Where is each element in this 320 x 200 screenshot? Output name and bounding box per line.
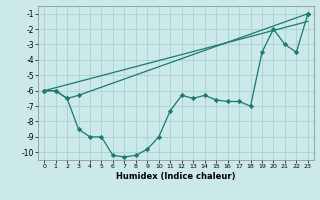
X-axis label: Humidex (Indice chaleur): Humidex (Indice chaleur) <box>116 172 236 181</box>
